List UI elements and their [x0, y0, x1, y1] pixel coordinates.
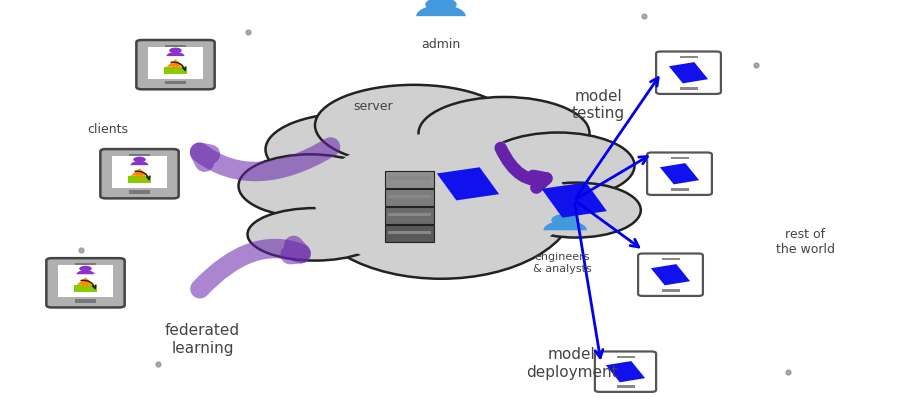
Bar — [389, 231, 431, 234]
Wedge shape — [166, 52, 184, 56]
FancyArrowPatch shape — [171, 62, 185, 71]
Bar — [75, 299, 96, 303]
FancyArrowPatch shape — [576, 78, 658, 198]
Bar — [385, 207, 434, 224]
Polygon shape — [130, 168, 148, 176]
Ellipse shape — [248, 208, 382, 261]
Polygon shape — [542, 182, 607, 218]
Wedge shape — [130, 161, 148, 165]
Circle shape — [552, 214, 579, 226]
FancyBboxPatch shape — [595, 351, 656, 392]
Bar — [58, 265, 113, 297]
Text: clients: clients — [87, 123, 129, 136]
Wedge shape — [76, 270, 94, 274]
Bar — [662, 258, 680, 261]
Ellipse shape — [511, 183, 641, 238]
Bar — [128, 176, 151, 183]
FancyBboxPatch shape — [647, 153, 712, 195]
Bar — [74, 285, 97, 292]
Bar — [165, 81, 186, 84]
Circle shape — [133, 157, 146, 162]
Bar — [148, 47, 203, 79]
Text: server: server — [354, 100, 393, 113]
Polygon shape — [660, 163, 699, 184]
FancyArrowPatch shape — [576, 202, 639, 247]
Ellipse shape — [306, 125, 576, 279]
Polygon shape — [606, 361, 645, 382]
Polygon shape — [651, 264, 690, 285]
Bar — [662, 289, 680, 292]
FancyBboxPatch shape — [100, 149, 178, 198]
FancyArrowPatch shape — [500, 148, 546, 187]
Polygon shape — [76, 278, 94, 285]
Polygon shape — [166, 59, 184, 67]
Bar — [670, 157, 688, 160]
Polygon shape — [669, 62, 708, 83]
Bar — [164, 67, 187, 74]
Bar — [389, 195, 431, 198]
Ellipse shape — [418, 97, 590, 170]
Circle shape — [425, 0, 456, 12]
Text: admin: admin — [421, 38, 461, 51]
Bar — [112, 156, 167, 188]
FancyArrowPatch shape — [200, 147, 330, 172]
Text: rest of
the world: rest of the world — [776, 228, 835, 257]
Circle shape — [169, 48, 182, 53]
Bar — [385, 189, 434, 206]
Ellipse shape — [238, 154, 382, 217]
Bar — [385, 171, 434, 188]
Bar — [616, 356, 634, 358]
FancyBboxPatch shape — [137, 40, 214, 89]
Bar — [616, 385, 634, 388]
FancyBboxPatch shape — [638, 254, 703, 296]
FancyArrowPatch shape — [200, 245, 302, 289]
Text: model
deployment: model deployment — [526, 347, 617, 380]
Ellipse shape — [482, 133, 634, 199]
FancyArrowPatch shape — [81, 280, 95, 289]
Bar — [385, 225, 434, 242]
Bar — [389, 213, 431, 216]
Text: federated
learning: federated learning — [165, 323, 240, 356]
Bar — [680, 87, 698, 90]
Text: model
testing: model testing — [572, 89, 626, 121]
Bar — [165, 45, 186, 48]
Bar — [389, 177, 431, 180]
Bar — [129, 154, 150, 157]
FancyArrowPatch shape — [577, 156, 647, 198]
FancyArrowPatch shape — [575, 203, 603, 358]
Ellipse shape — [315, 85, 513, 166]
Wedge shape — [416, 5, 466, 16]
Text: engineers
& analysts: engineers & analysts — [533, 252, 592, 274]
Ellipse shape — [266, 113, 436, 186]
Ellipse shape — [315, 133, 567, 271]
FancyArrowPatch shape — [135, 171, 149, 180]
FancyBboxPatch shape — [47, 258, 124, 307]
Bar — [680, 56, 698, 59]
Bar — [129, 190, 150, 194]
FancyBboxPatch shape — [656, 52, 721, 94]
Bar — [75, 263, 96, 266]
Polygon shape — [436, 167, 500, 200]
Wedge shape — [544, 221, 587, 230]
Bar — [670, 188, 688, 191]
Circle shape — [79, 266, 92, 271]
